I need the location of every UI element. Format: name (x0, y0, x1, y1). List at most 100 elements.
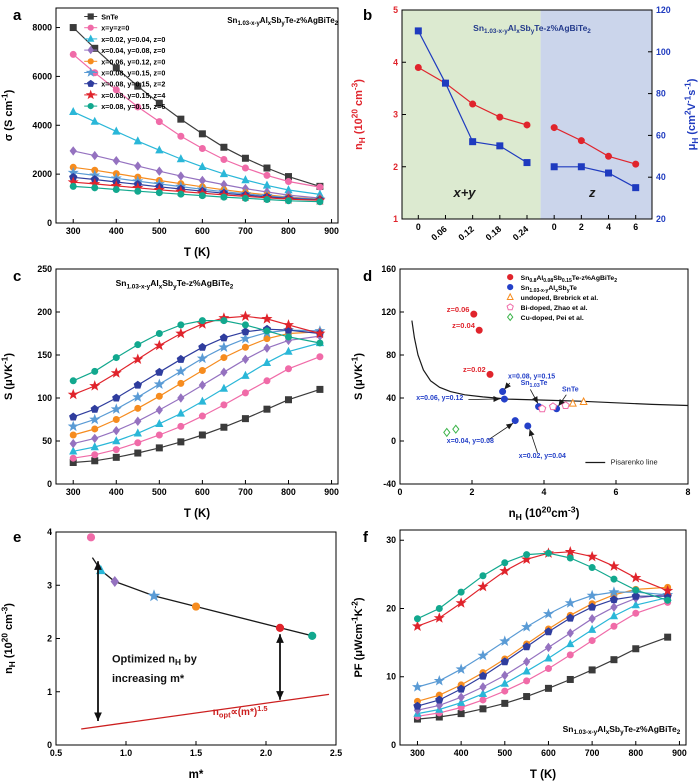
svg-text:300: 300 (66, 226, 81, 236)
svg-text:Sn0.8Al0.08Sb0.15Te-z%AgBiTe2: Sn0.8Al0.08Sb0.15Te-z%AgBiTe2 (521, 275, 618, 284)
svg-text:120: 120 (381, 307, 396, 317)
svg-text:600: 600 (541, 748, 556, 758)
svg-text:undoped, Brebrick et al.: undoped, Brebrick et al. (521, 295, 599, 302)
svg-text:700: 700 (238, 487, 253, 497)
svg-text:Cu-doped, Pei et al.: Cu-doped, Pei et al. (521, 315, 584, 322)
svg-text:e: e (13, 529, 21, 546)
panel-a-electrical-conductivity-vs-temperature: 300 400 500 600 700 800 900 0 2000 4000 6000 8000 T … (0, 0, 350, 262)
svg-text:0: 0 (416, 222, 421, 232)
svg-text:80: 80 (656, 89, 666, 99)
panel-d-pisarenko-plot: 0 2 4 6 8 -40 0 40 80 120 160 nH (1020cm-3) S (μVK-1… (350, 261, 700, 523)
svg-text:500: 500 (152, 226, 167, 236)
svg-text:T (K): T (K) (530, 769, 556, 781)
svg-text:S (μVK-1): S (μVK-1) (351, 353, 365, 400)
svg-text:8000: 8000 (32, 23, 52, 33)
svg-text:10: 10 (386, 672, 396, 682)
svg-text:1: 1 (47, 687, 52, 697)
svg-text:2: 2 (47, 634, 52, 644)
svg-text:900: 900 (672, 748, 687, 758)
svg-text:z: z (588, 185, 596, 200)
svg-text:600: 600 (195, 226, 210, 236)
svg-text:500: 500 (497, 748, 512, 758)
svg-text:250: 250 (37, 264, 52, 274)
svg-text:1: 1 (393, 214, 398, 224)
svg-text:1.0: 1.0 (120, 748, 132, 758)
svg-text:4: 4 (606, 222, 611, 232)
svg-text:nH (1020 cm-3): nH (1020 cm-3) (351, 79, 367, 150)
svg-text:c: c (13, 268, 21, 285)
svg-text:2: 2 (470, 487, 475, 497)
svg-text:Sn1.03-x-yAlxSbyTe-z%AgBiTe2: Sn1.03-x-yAlxSbyTe-z%AgBiTe2 (116, 278, 234, 290)
svg-text:T (K): T (K) (184, 247, 210, 259)
panel-b-carrier-concentration-and-mobility: 0 0.06 0.12 0.18 0.24 0 2 4 6 1 2 3 4 5 20 40 60 80 100 120… (350, 0, 700, 262)
svg-text:0.12: 0.12 (456, 224, 476, 243)
svg-text:x=0.06, y=0.12, z=0: x=0.06, y=0.12, z=0 (101, 57, 165, 66)
svg-text:nH (1020cm-3): nH (1020cm-3) (509, 504, 580, 521)
svg-text:200: 200 (37, 307, 52, 317)
svg-text:Bi-doped, Zhao et al.: Bi-doped, Zhao et al. (521, 305, 588, 312)
svg-text:2.0: 2.0 (260, 748, 272, 758)
svg-text:z=0.04: z=0.04 (452, 321, 476, 330)
svg-text:Optimized nH by: Optimized nH by (112, 653, 198, 667)
svg-text:z=0.02: z=0.02 (463, 365, 486, 374)
svg-text:0: 0 (391, 436, 396, 446)
svg-text:x=y=z=0: x=y=z=0 (101, 24, 129, 33)
svg-text:0: 0 (391, 740, 396, 750)
svg-text:0.18: 0.18 (484, 224, 504, 243)
svg-text:Sn1.03-x-yAlxSbyTe-z%AgBiTe2: Sn1.03-x-yAlxSbyTe-z%AgBiTe2 (227, 16, 338, 27)
svg-text:150: 150 (37, 350, 52, 360)
svg-text:30: 30 (386, 535, 396, 545)
svg-text:160: 160 (381, 264, 396, 274)
svg-text:SnTe: SnTe (562, 387, 579, 394)
svg-text:50: 50 (42, 436, 52, 446)
svg-text:2: 2 (579, 222, 584, 232)
svg-text:nopt∝(m*)1.5: nopt∝(m*)1.5 (213, 704, 268, 720)
svg-text:20: 20 (656, 214, 666, 224)
svg-text:0.24: 0.24 (511, 224, 531, 243)
svg-text:x=0.02, y=0.04, z=0: x=0.02, y=0.04, z=0 (101, 35, 165, 44)
svg-text:2.5: 2.5 (330, 748, 342, 758)
svg-text:b: b (363, 7, 372, 24)
svg-text:T (K): T (K) (184, 508, 210, 520)
svg-text:700: 700 (585, 748, 600, 758)
svg-text:2000: 2000 (32, 169, 52, 179)
svg-text:d: d (363, 268, 372, 285)
svg-text:m*: m* (189, 769, 204, 781)
svg-text:-40: -40 (383, 479, 396, 489)
svg-text:20: 20 (386, 603, 396, 613)
svg-text:0: 0 (47, 218, 52, 228)
svg-text:4: 4 (542, 487, 547, 497)
svg-text:Sn1.03-x-yAlxSbyTe-z%AgBiTe2: Sn1.03-x-yAlxSbyTe-z%AgBiTe2 (563, 724, 681, 736)
svg-text:6: 6 (633, 222, 638, 232)
svg-text:900: 900 (324, 487, 339, 497)
svg-text:300: 300 (410, 748, 425, 758)
svg-text:x=0.04, y=0.08: x=0.04, y=0.08 (447, 438, 494, 445)
svg-text:6: 6 (614, 487, 619, 497)
svg-text:0.06: 0.06 (429, 224, 449, 243)
svg-text:Pisarenko line: Pisarenko line (611, 458, 658, 467)
svg-text:x=0.04, y=0.08, z=0: x=0.04, y=0.08, z=0 (101, 46, 165, 55)
svg-text:2: 2 (393, 162, 398, 172)
svg-text:0: 0 (47, 740, 52, 750)
svg-text:6000: 6000 (32, 71, 52, 81)
svg-text:4: 4 (47, 527, 52, 537)
svg-text:600: 600 (195, 487, 210, 497)
svg-text:x=0.08, y=0.15: x=0.08, y=0.15 (508, 374, 555, 381)
svg-text:x=0.08, y=0.15, z=6: x=0.08, y=0.15, z=6 (101, 102, 165, 111)
svg-text:Sn1.03Te: Sn1.03Te (521, 380, 548, 389)
svg-text:μH (cm2V-1s-1): μH (cm2V-1s-1) (684, 78, 700, 150)
svg-text:0: 0 (398, 487, 403, 497)
svg-text:800: 800 (628, 748, 643, 758)
svg-text:increasing m*: increasing m* (112, 673, 185, 685)
svg-text:Sn1.03-x-yAlxSbyTe: Sn1.03-x-yAlxSbyTe (521, 285, 578, 294)
svg-text:500: 500 (152, 487, 167, 497)
svg-text:100: 100 (656, 47, 671, 57)
svg-text:x=0.08, y=0.15, z=4: x=0.08, y=0.15, z=4 (101, 91, 165, 100)
svg-text:nH (1020 cm-3): nH (1020 cm-3) (1, 603, 17, 674)
svg-text:S (μVK-1): S (μVK-1) (1, 353, 15, 400)
svg-text:900: 900 (324, 226, 339, 236)
svg-text:Sn1.03-x-yAlxSbyTe-z%AgBiTe2: Sn1.03-x-yAlxSbyTe-z%AgBiTe2 (473, 23, 591, 35)
svg-text:300: 300 (66, 487, 81, 497)
svg-text:f: f (363, 529, 369, 546)
